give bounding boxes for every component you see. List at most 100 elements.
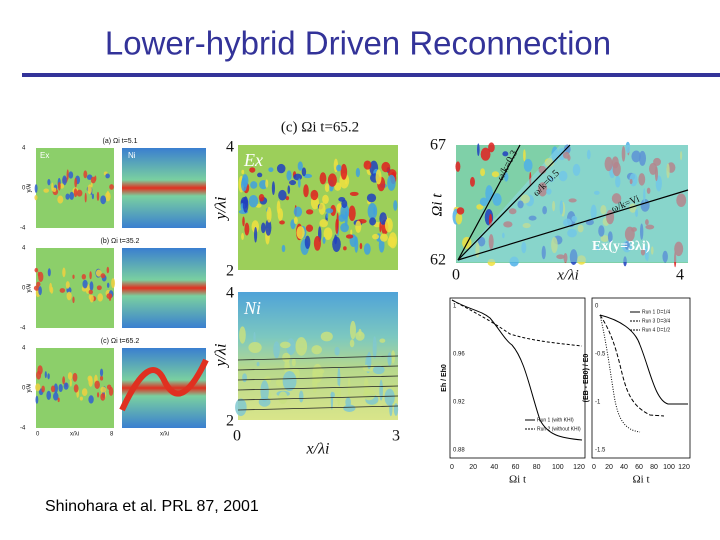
pattern	[34, 267, 39, 273]
label: 80	[533, 464, 541, 471]
axis-label: y/λi	[27, 284, 33, 293]
pattern	[65, 193, 70, 200]
pattern	[282, 371, 297, 391]
pattern	[58, 383, 63, 393]
pattern	[33, 285, 40, 291]
axis-label: Ωi t	[429, 193, 445, 217]
pattern	[349, 320, 357, 340]
label: x/λi	[306, 441, 330, 458]
pattern	[393, 403, 399, 416]
label: 120	[573, 464, 585, 471]
label: 4	[22, 246, 26, 252]
label: 0.92	[453, 400, 465, 406]
axis-label: (EB - EB0) / E0	[583, 354, 590, 403]
ex-panel	[36, 248, 114, 328]
pattern	[36, 370, 42, 380]
pattern	[38, 286, 42, 296]
pattern	[279, 220, 285, 225]
pattern	[288, 179, 297, 186]
label: x/λi	[556, 267, 579, 283]
label: (c) Ωi t=65.2	[101, 338, 140, 345]
axis-label: y/λi	[27, 184, 33, 193]
pattern	[375, 169, 382, 185]
pattern	[313, 235, 321, 251]
pattern	[99, 368, 104, 377]
pattern	[73, 384, 79, 393]
pattern	[100, 386, 107, 393]
pattern	[488, 142, 495, 153]
label: 60	[635, 464, 643, 471]
pattern	[241, 169, 245, 175]
pattern	[301, 167, 307, 177]
pattern	[363, 160, 372, 170]
pattern	[334, 182, 342, 191]
pattern	[320, 331, 333, 342]
pattern	[322, 236, 326, 244]
pattern	[384, 217, 393, 233]
pattern	[69, 379, 72, 387]
curve	[451, 299, 583, 441]
pattern	[97, 293, 104, 302]
label: -4	[20, 226, 26, 232]
pattern	[81, 388, 88, 396]
label: Ωi t	[509, 474, 526, 486]
phase-line	[457, 144, 571, 261]
pattern	[50, 385, 56, 393]
pattern	[91, 193, 95, 200]
pattern	[242, 196, 249, 213]
pattern	[68, 171, 74, 179]
pattern	[387, 352, 392, 366]
label: Ωi t	[632, 474, 649, 486]
pattern	[265, 179, 269, 188]
pattern	[66, 169, 69, 180]
pattern	[34, 184, 38, 193]
label: 0	[36, 432, 40, 438]
pattern	[480, 147, 491, 161]
pattern	[242, 216, 245, 227]
plot-frame	[449, 297, 586, 459]
pattern	[372, 336, 377, 359]
pattern	[369, 217, 377, 226]
pattern	[82, 279, 88, 289]
pattern	[393, 200, 398, 211]
pattern	[366, 351, 372, 370]
pattern	[319, 172, 327, 185]
pattern	[76, 189, 83, 197]
pattern	[109, 184, 114, 190]
pattern	[310, 189, 319, 201]
pattern	[248, 194, 259, 208]
label: 4	[226, 285, 234, 302]
pattern	[338, 214, 346, 222]
pattern	[303, 173, 313, 179]
pattern	[89, 281, 94, 291]
pattern	[387, 174, 396, 191]
field-line	[237, 385, 399, 391]
curve	[451, 299, 583, 347]
pattern	[242, 373, 247, 383]
pattern	[249, 167, 256, 173]
pattern	[244, 222, 250, 236]
pattern	[241, 232, 244, 240]
pattern	[334, 346, 340, 356]
pattern	[84, 192, 87, 203]
pattern	[293, 217, 298, 225]
pattern	[254, 226, 258, 243]
pattern	[46, 390, 52, 400]
pattern	[276, 163, 286, 174]
pattern	[87, 375, 93, 382]
label: -1.5	[595, 448, 606, 454]
label: Run 2 (without KHI)	[537, 426, 581, 432]
pattern	[324, 183, 330, 192]
pattern	[275, 378, 284, 387]
pattern	[62, 267, 66, 278]
pattern	[363, 388, 376, 401]
pattern	[62, 376, 66, 385]
pattern	[296, 226, 305, 240]
label: x/λi	[160, 432, 169, 438]
pattern	[72, 274, 75, 279]
pattern	[35, 383, 41, 392]
field-line	[237, 405, 399, 411]
pattern	[83, 170, 88, 179]
pattern	[57, 397, 60, 403]
